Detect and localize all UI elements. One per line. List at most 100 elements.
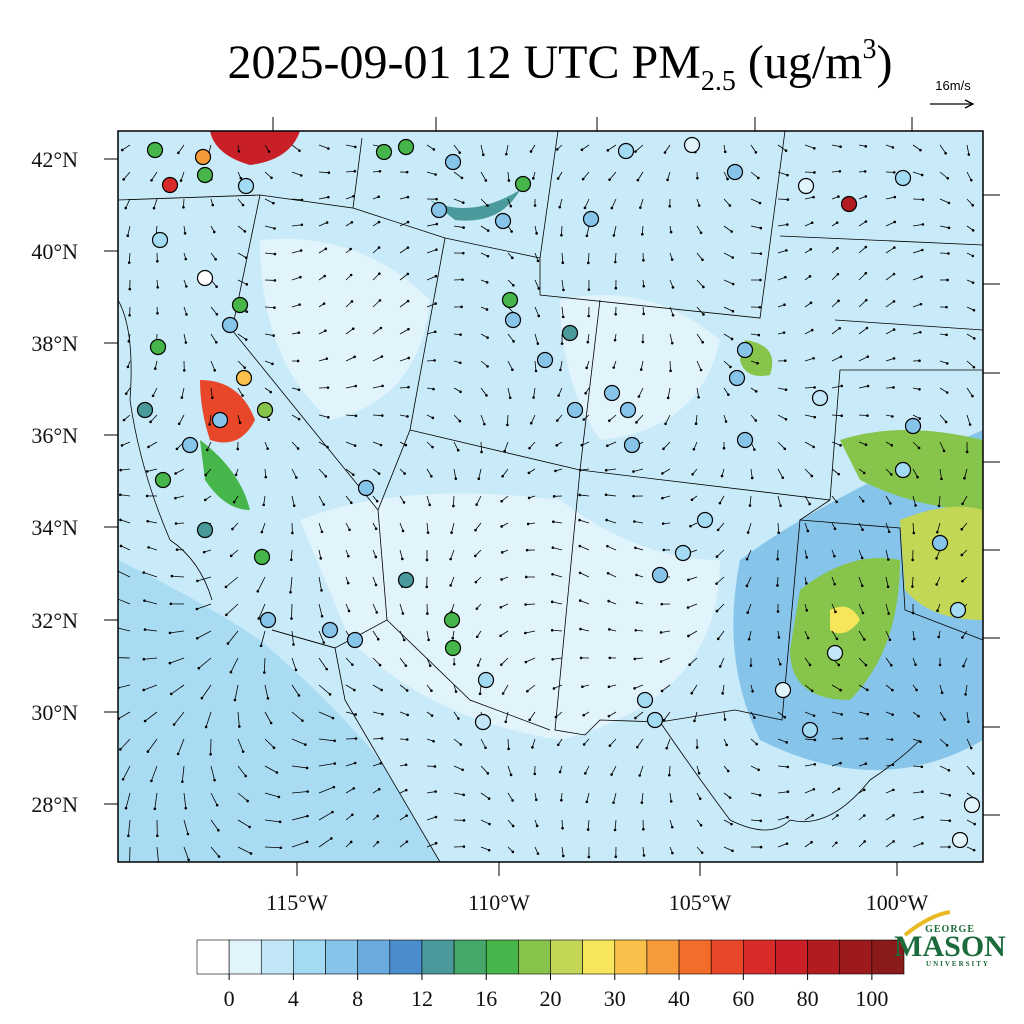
wind-vector <box>318 603 323 617</box>
wind-vector-head <box>460 176 464 180</box>
wind-vector <box>507 387 511 398</box>
wind-vector-head <box>266 447 269 450</box>
wind-vector <box>804 222 813 227</box>
wind-vector <box>480 198 488 206</box>
wind-vector-head <box>380 355 384 358</box>
wind-vector <box>831 630 838 640</box>
wind-vector-head <box>433 765 437 768</box>
wind-vector <box>777 495 781 506</box>
wind-vector-head <box>748 504 752 507</box>
wind-vector-head <box>610 206 614 210</box>
wind-vector-head <box>783 447 787 451</box>
wind-vector-head <box>320 530 324 534</box>
station <box>397 138 415 156</box>
wind-vector-head <box>779 504 782 507</box>
wind-vector-head <box>668 204 672 208</box>
wind-vector-head <box>115 569 118 572</box>
wind-vector-head <box>730 230 733 233</box>
wind-vector-head <box>273 252 277 256</box>
wind-vector-head <box>528 718 531 722</box>
wind-vector <box>291 276 301 281</box>
wind-vector-head <box>694 422 698 426</box>
wind-vector <box>210 792 218 806</box>
wind-vector-head <box>236 447 240 451</box>
wind-vector-head <box>174 522 178 525</box>
wind-vector-head <box>921 815 924 819</box>
wind-vector <box>966 144 970 155</box>
wind-vector-head <box>960 527 964 531</box>
wind-vector-head <box>608 656 612 660</box>
wind-vector <box>210 252 216 260</box>
wind-vector <box>858 711 868 715</box>
wind-vector-head <box>349 840 353 844</box>
wind-vector <box>345 657 353 665</box>
wind-vector-head <box>943 718 946 721</box>
wind-vector-head <box>668 773 671 777</box>
wind-vector <box>553 521 563 524</box>
station <box>136 401 154 419</box>
wind-vector-head <box>327 415 330 419</box>
wind-vector-head <box>407 327 410 331</box>
wind-vector-head <box>866 712 870 716</box>
wind-vector-head <box>891 415 894 418</box>
wind-vector-head <box>119 518 122 522</box>
wind-vector <box>480 414 485 425</box>
wind-vector-head <box>243 230 247 233</box>
colorbar-swatch <box>807 939 841 975</box>
wind-vector <box>372 327 382 335</box>
station <box>211 411 229 429</box>
wind-vector <box>912 791 923 794</box>
wind-vector-head <box>379 762 383 765</box>
wind-vector-head <box>461 278 464 281</box>
wind-vector <box>553 684 563 689</box>
wind-vector-head <box>783 359 787 363</box>
wind-vector-head <box>945 305 948 309</box>
wind-vector <box>723 252 733 258</box>
wind-vector <box>607 572 617 578</box>
wind-vector-head <box>351 813 354 817</box>
wind-vector-head <box>197 666 201 670</box>
wind-vector-head <box>182 205 185 209</box>
wind-vector-head <box>560 798 563 802</box>
wind-vector-head <box>290 558 293 562</box>
wind-vector <box>750 819 761 822</box>
wind-vector <box>555 711 563 718</box>
wind-vector <box>264 684 269 699</box>
wind-vector <box>345 385 356 389</box>
wind-vector-head <box>776 584 779 587</box>
wind-vector-head <box>969 178 973 182</box>
wind-vector <box>478 468 482 479</box>
wind-vector <box>858 299 867 308</box>
wind-vector-head <box>746 531 750 534</box>
wind-vector-head <box>426 612 429 615</box>
wind-vector-head <box>866 414 869 417</box>
wind-vector-head <box>580 443 584 447</box>
wind-vector-head <box>152 206 156 210</box>
wind-vector <box>665 414 671 424</box>
wind-vector <box>831 762 841 767</box>
wind-vector-head <box>376 814 380 818</box>
wind-vector-head <box>661 496 664 500</box>
wind-vector <box>750 144 757 153</box>
wind-vector-head <box>435 248 438 251</box>
wind-vector-head <box>404 664 408 667</box>
wind-vector <box>237 819 250 828</box>
wind-vector <box>237 738 244 752</box>
wind-vector <box>750 225 761 229</box>
wind-vector <box>399 630 405 641</box>
wind-vector-head <box>480 450 483 454</box>
wind-vector-head <box>431 416 435 420</box>
wind-vector-head <box>864 245 868 249</box>
wind-vector-head <box>352 473 355 476</box>
wind-vector-head <box>891 688 894 692</box>
wind-vector-head <box>720 474 724 478</box>
wind-vector-head <box>666 178 669 182</box>
wind-vector-head <box>174 496 177 500</box>
wind-vector-head <box>550 628 554 632</box>
wind-vector-head <box>606 444 609 448</box>
title-subscript: 2.5 <box>701 66 736 97</box>
wind-vector-head <box>406 195 410 199</box>
wind-vector-head <box>750 476 754 480</box>
wind-vector-head <box>269 390 273 394</box>
wind-vector-head <box>349 273 353 277</box>
